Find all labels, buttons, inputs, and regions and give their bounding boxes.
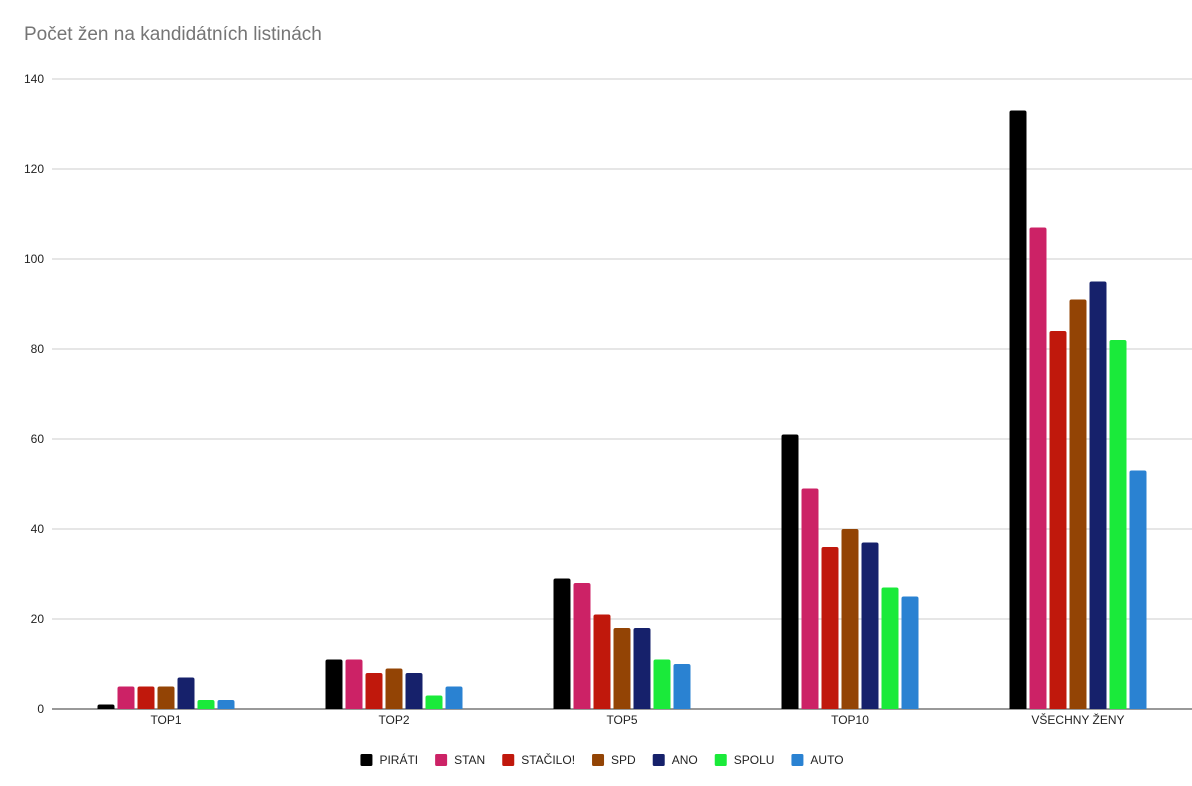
- legend: PIRÁTI STAN STAČILO! SPD ANO SPOLU AUTO: [360, 752, 844, 767]
- x-tick-label: TOP1: [150, 713, 181, 727]
- legend-item-pir-ti: PIRÁTI: [360, 752, 418, 767]
- bar-auto-top1: [217, 700, 235, 709]
- bar-spolu-top5: [653, 659, 671, 709]
- bar-ano-top2: [405, 673, 423, 709]
- bar-stan-top2: [345, 659, 363, 709]
- legend-swatch: [502, 754, 515, 766]
- bar-ano-v-echny-eny: [1089, 281, 1107, 709]
- bar-ano-top5: [633, 628, 651, 709]
- x-tick-label: TOP2: [378, 713, 409, 727]
- bar-stan-v-echny-eny: [1029, 227, 1047, 709]
- bar-pir-ti-v-echny-eny: [1009, 110, 1027, 709]
- legend-swatch: [714, 754, 727, 766]
- legend-label: AUTO: [810, 753, 843, 767]
- legend-item-sta-ilo-: STAČILO!: [502, 752, 575, 767]
- legend-label: SPOLU: [734, 753, 775, 767]
- bar-sta-ilo--top1: [137, 686, 155, 709]
- bar-spd-top1: [157, 686, 175, 709]
- y-tick-label: 20: [31, 612, 45, 626]
- legend-label: SPD: [611, 753, 636, 767]
- bar-ano-top1: [177, 677, 195, 709]
- y-tick-label: 140: [24, 72, 44, 86]
- y-tick-label: 60: [31, 432, 45, 446]
- bar-spolu-top2: [425, 695, 443, 709]
- legend-label: ANO: [672, 753, 698, 767]
- bars: [97, 110, 1147, 709]
- y-axis-ticks: 0 20 40 60 80 100 120 140: [24, 72, 44, 716]
- bar-spolu-v-echny-eny: [1109, 340, 1127, 709]
- bar-stan-top10: [801, 488, 819, 709]
- y-tick-label: 120: [24, 162, 44, 176]
- bar-sta-ilo--top2: [365, 673, 383, 709]
- legend-swatch: [360, 754, 373, 766]
- y-tick-label: 40: [31, 522, 45, 536]
- chart-title: Počet žen na kandidátních listinách: [24, 24, 322, 45]
- x-tick-label: TOP10: [831, 713, 869, 727]
- bar-auto-top2: [445, 686, 463, 709]
- legend-swatch: [435, 754, 448, 766]
- bar-spd-top10: [841, 529, 859, 709]
- bar-sta-ilo--v-echny-eny: [1049, 331, 1067, 709]
- bar-auto-top10: [901, 596, 919, 709]
- bar-pir-ti-top5: [553, 578, 571, 709]
- legend-item-spolu: SPOLU: [714, 753, 775, 767]
- bar-stan-top5: [573, 583, 591, 709]
- x-axis-ticks: TOP1 TOP2 TOP5 TOP10 VŠECHNY ŽENY: [150, 712, 1124, 727]
- legend-item-stan: STAN: [435, 753, 485, 767]
- x-tick-label: VŠECHNY ŽENY: [1031, 712, 1124, 727]
- bar-pir-ti-top10: [781, 434, 799, 709]
- bar-sta-ilo--top10: [821, 547, 839, 709]
- bar-spd-v-echny-eny: [1069, 299, 1087, 709]
- legend-label: PIRÁTI: [379, 752, 418, 767]
- bar-auto-top5: [673, 664, 691, 709]
- legend-label: STAČILO!: [521, 752, 575, 767]
- legend-swatch: [652, 754, 665, 766]
- bar-auto-v-echny-eny: [1129, 470, 1147, 709]
- legend-swatch: [791, 754, 804, 766]
- bar-stan-top1: [117, 686, 135, 709]
- bar-spolu-top10: [881, 587, 899, 709]
- y-tick-label: 100: [24, 252, 44, 266]
- y-tick-label: 80: [31, 342, 45, 356]
- bar-ano-top10: [861, 542, 879, 709]
- bar-pir-ti-top1: [97, 704, 115, 709]
- legend-swatch: [592, 754, 605, 766]
- x-tick-label: TOP5: [606, 713, 637, 727]
- y-tick-label: 0: [37, 702, 44, 716]
- bar-spd-top2: [385, 668, 403, 709]
- bar-sta-ilo--top5: [593, 614, 611, 709]
- legend-label: STAN: [454, 753, 485, 767]
- bar-spolu-top1: [197, 700, 215, 709]
- bar-spd-top5: [613, 628, 631, 709]
- legend-item-ano: ANO: [652, 753, 698, 767]
- legend-item-spd: SPD: [592, 753, 636, 767]
- bar-pir-ti-top2: [325, 659, 343, 709]
- legend-item-auto: AUTO: [791, 753, 844, 767]
